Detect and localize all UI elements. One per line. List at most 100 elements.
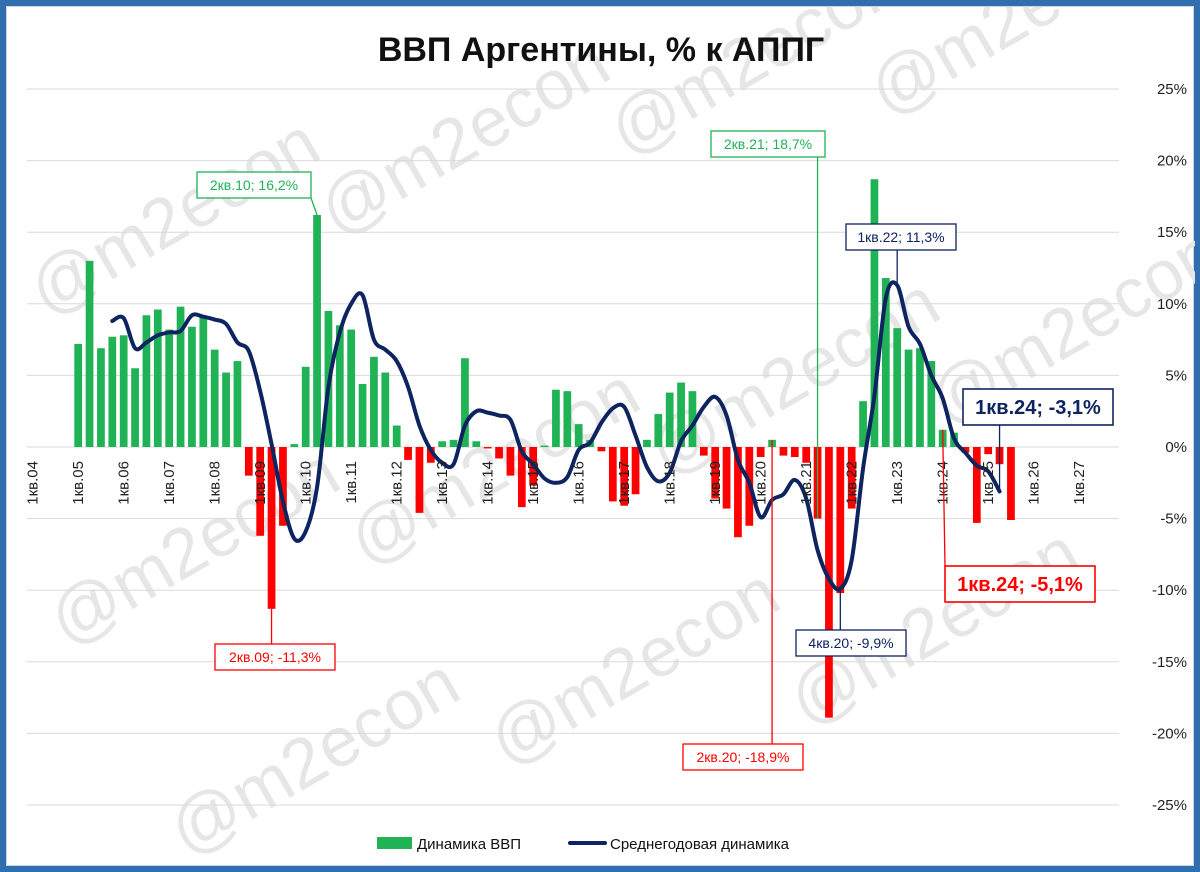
annotation-leader [310, 197, 318, 216]
y-tick-label: -25% [1152, 797, 1187, 814]
x-tick-label: 1кв.23 [889, 461, 906, 505]
gdp-bar [256, 447, 265, 536]
gdp-bar [506, 447, 515, 476]
gdp-bar [165, 329, 174, 447]
x-tick-label: 1кв.27 [1071, 461, 1088, 505]
x-tick-label: 1кв.21 [798, 461, 815, 505]
line-series [110, 280, 1002, 592]
annotation-layer: 2кв.10; 16,2% 2кв.09; -11,3% 2кв.21; 18,7%… [196, 130, 1114, 771]
gdp-bar [119, 335, 128, 447]
gdp-bar [347, 329, 356, 447]
annotation-label: 2кв.20; -18,9% [697, 749, 790, 765]
gdp-bar [790, 447, 799, 458]
x-tick-label: 1кв.22 [844, 461, 861, 505]
annotation-label: 1кв.24; -3,1% [975, 397, 1101, 419]
gdp-bar [74, 343, 83, 447]
gdp-bar [893, 328, 902, 447]
annotation-box [214, 643, 336, 671]
gdp-bar [415, 447, 424, 513]
annotation-label: 2кв.21; 18,7% [724, 136, 812, 152]
x-tick-label: 1кв.04 [25, 461, 42, 505]
x-tick-label: 1кв.25 [980, 461, 997, 505]
legend-label-bars: Динамика ВВП [417, 836, 521, 853]
axis-layer: 25% 20% 15% 10% 5% 0% -5% -10% -15% -20% -25% 1кв.0… [25, 81, 1187, 814]
x-tick-label: 1кв.07 [161, 461, 178, 505]
annotation-leader [942, 429, 946, 567]
gdp-bar [836, 447, 845, 594]
chart-frame: @m2econ @m2econ @m2econ @m2econ @m2econ @m2ec… [6, 6, 1195, 867]
gdp-bar [483, 447, 492, 449]
gdp-bar [176, 306, 185, 447]
x-tick-label: 1кв.26 [1026, 461, 1043, 505]
gdp-bar [188, 326, 196, 447]
gdp-bar [370, 356, 378, 447]
gdp-bar [85, 260, 94, 447]
x-tick-label: 1кв.11 [343, 461, 360, 504]
annotation-label: 2кв.10; 16,2% [210, 177, 298, 193]
legend: Динамика ВВП Среднегодовая динамика [377, 836, 790, 853]
gdp-bar [97, 348, 105, 447]
gdp-bar [1007, 447, 1015, 521]
gdp-bar [870, 179, 879, 447]
annotation-label: 1кв.22; 11,3% [857, 229, 944, 245]
gdp-bar [461, 358, 469, 447]
annotation-box [962, 388, 1114, 426]
gdp-bar [358, 383, 367, 447]
x-tick-label: 1кв.18 [662, 461, 679, 505]
gdp-bar [688, 391, 697, 447]
x-tick-label: 1кв.13 [434, 461, 451, 505]
gdp-bar [665, 392, 674, 447]
gdp-bar [517, 447, 526, 508]
y-tick-label: 5% [1165, 367, 1187, 384]
grid-layer [27, 88, 1119, 806]
gdp-bar [108, 336, 117, 447]
gdp-bar [404, 447, 412, 460]
x-tick-label: 1кв.08 [207, 461, 224, 505]
chart-title: ВВП Аргентины, % к АППГ [378, 31, 824, 69]
gdp-bar [267, 447, 276, 609]
annotation-label: 1кв.24; -5,1% [957, 574, 1083, 596]
gdp-bar [711, 447, 720, 499]
annotation-label: 2кв.09; -11,3% [229, 649, 321, 665]
gdp-bar [654, 414, 663, 447]
y-tick-label: -5% [1160, 511, 1187, 528]
y-tick-label: 10% [1157, 296, 1187, 313]
gdp-bar [722, 447, 731, 509]
gdp-bar [847, 447, 856, 509]
gdp-bar [279, 447, 287, 526]
annotation-box [710, 130, 826, 158]
gdp-bar [631, 447, 640, 495]
legend-label-line: Среднегодовая динамика [610, 836, 790, 853]
y-tick-label: 25% [1157, 81, 1187, 98]
gdp-bar [927, 361, 936, 447]
watermark-text: @m2econ [856, 7, 1172, 130]
gdp-bar [381, 372, 390, 447]
gdp-bar [131, 368, 139, 447]
x-tick-label: 1кв.05 [70, 461, 87, 505]
y-tick-label: -15% [1152, 654, 1187, 671]
watermark-text: @m2econ [16, 102, 332, 330]
gdp-bar [313, 215, 321, 447]
gdp-bar [756, 447, 765, 458]
gdp-bar [643, 439, 651, 447]
gdp-bar [301, 366, 310, 447]
gdp-bar [881, 278, 890, 447]
x-tick-label: 1кв.16 [571, 461, 588, 505]
gdp-bar [438, 441, 447, 447]
y-tick-label: 15% [1157, 224, 1187, 241]
gdp-bar [620, 447, 629, 506]
gdp-bar [677, 382, 685, 447]
gdp-bar [244, 447, 253, 476]
gdp-bar [495, 447, 503, 459]
gdp-bar [699, 447, 708, 456]
annotation-box [682, 743, 804, 771]
gdp-bar [779, 447, 788, 456]
gdp-bar [392, 425, 401, 447]
x-tick-label: 1кв.17 [616, 461, 633, 505]
gdp-bar [210, 349, 219, 447]
x-tick-label: 1кв.10 [298, 461, 315, 505]
x-tick-label: 1кв.09 [252, 461, 269, 505]
y-tick-label: 20% [1157, 153, 1187, 170]
gdp-bar [597, 447, 606, 452]
annotation-box [795, 629, 907, 657]
